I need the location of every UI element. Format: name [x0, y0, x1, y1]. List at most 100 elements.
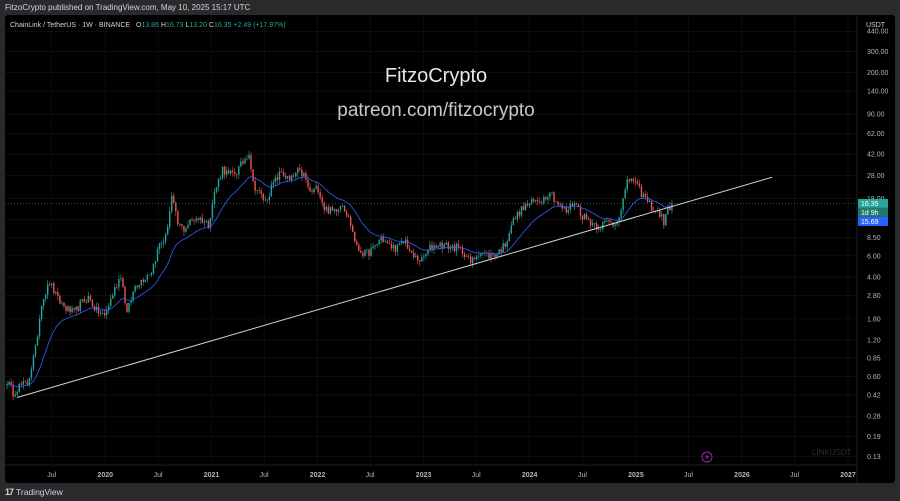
candle-body: [530, 199, 533, 204]
price-tick-label: 0.85: [867, 356, 881, 363]
watermark-subtitle: patreon.com/fitzocrypto: [337, 100, 534, 121]
legend-change: +2.49 (+17.97%): [233, 22, 285, 29]
candle-body: [256, 190, 258, 191]
candle-body: [356, 241, 358, 245]
candlestick-series: [6, 150, 673, 401]
candle-body: [378, 240, 380, 245]
candle-body: [132, 291, 134, 301]
candle-body: [443, 244, 445, 249]
candle-body: [600, 229, 602, 230]
price-chart-svg[interactable]: ChainLink / TetherUS · 1W · BINANCE O13.…: [5, 15, 895, 483]
candle-body: [199, 217, 201, 220]
candle-body: [221, 166, 224, 179]
candle-body: [272, 181, 275, 185]
footer-brand: TradingView: [16, 487, 63, 497]
time-tick-label: 2025: [628, 472, 644, 479]
candle-body: [69, 306, 71, 313]
candle-body: [567, 209, 569, 213]
candle-body: [171, 195, 173, 212]
candle-body: [211, 203, 214, 218]
candle-body: [516, 211, 519, 220]
candle-body: [469, 256, 472, 264]
price-tick-label: 62.00: [867, 131, 885, 138]
candle-body: [413, 252, 415, 258]
candle-body: [250, 154, 252, 170]
candle-body: [57, 291, 59, 297]
price-tick-label: 1.20: [867, 338, 881, 345]
candle-body: [402, 241, 405, 244]
price-tick-label: 0.19: [867, 434, 881, 441]
candle-body: [105, 310, 108, 316]
lightning-icon[interactable]: [701, 451, 713, 463]
candle-body: [545, 197, 547, 200]
candle-body: [278, 171, 281, 180]
candle-body: [474, 257, 476, 260]
time-tick-label: Jul: [684, 472, 693, 479]
candle-body: [447, 242, 449, 250]
candle-body: [585, 214, 588, 219]
candle-body: [563, 207, 565, 209]
candle-body: [301, 169, 303, 177]
watermark-title: FitzoCrypto: [385, 65, 487, 87]
candle-body: [360, 250, 362, 253]
candle-body: [181, 224, 183, 226]
candle-body: [175, 202, 177, 212]
candle-body: [415, 255, 417, 258]
candle-body: [571, 203, 574, 206]
candle-body: [593, 223, 596, 224]
legend-open-label: O: [136, 22, 142, 29]
candle-body: [341, 205, 344, 207]
candle-body: [317, 186, 319, 193]
candle-body: [38, 318, 41, 337]
candle-body: [197, 218, 199, 220]
candle-body: [229, 170, 232, 174]
candle-body: [112, 295, 114, 299]
candle-body: [85, 301, 88, 303]
candle-body: [410, 250, 413, 253]
time-tick-label: 2026: [734, 472, 750, 479]
candle-body: [587, 218, 590, 220]
time-tick-label: 2027: [840, 472, 856, 479]
candle-body: [217, 179, 220, 188]
candle-body: [646, 196, 649, 203]
candle-body: [522, 206, 525, 211]
candle-body: [498, 249, 500, 255]
price-tick-label: 0.28: [867, 414, 881, 421]
candle-body: [150, 273, 153, 276]
chart-area[interactable]: ChainLink / TetherUS · 1W · BINANCE O13.…: [5, 15, 895, 483]
candle-body: [539, 201, 541, 203]
candle-body: [638, 183, 641, 187]
candle-body: [400, 241, 403, 244]
moving-average-line: [6, 176, 673, 388]
candle-body: [236, 173, 238, 175]
candle-body: [606, 220, 608, 221]
candle-body: [553, 192, 555, 202]
candle-body: [138, 285, 140, 288]
candle-body: [634, 180, 637, 182]
candle-body: [476, 256, 478, 260]
published-caption: FitzoCrypto published on TradingView.com…: [5, 3, 251, 12]
candle-body: [67, 306, 69, 311]
time-tick-label: 2023: [416, 472, 432, 479]
time-tick-label: Jul: [47, 472, 56, 479]
candle-body: [311, 191, 313, 192]
candle-body: [234, 172, 236, 174]
candle-body: [201, 217, 203, 223]
candle-body: [349, 217, 352, 226]
time-scale[interactable]: Jul 2020 Jul 2021 Jul 2022 Jul 2023 Jul 2024 Jul 20…: [5, 464, 857, 479]
candle-body: [648, 200, 651, 203]
candle-body: [604, 220, 606, 223]
candle-body: [425, 253, 427, 257]
candle-body: [630, 178, 633, 182]
candle-body: [128, 302, 130, 312]
footer: 17 TradingView: [5, 486, 63, 498]
price-scale[interactable]: USDT 440.00300.00200.00140.0090.0062.004…: [856, 15, 889, 483]
candle-body: [488, 253, 490, 259]
candle-body: [264, 199, 266, 201]
candle-body: [232, 170, 234, 173]
support-trendline[interactable]: [17, 176, 773, 398]
candle-body: [118, 279, 120, 288]
candle-body: [30, 368, 33, 378]
candle-body: [223, 166, 226, 175]
candle-body: [203, 221, 205, 223]
